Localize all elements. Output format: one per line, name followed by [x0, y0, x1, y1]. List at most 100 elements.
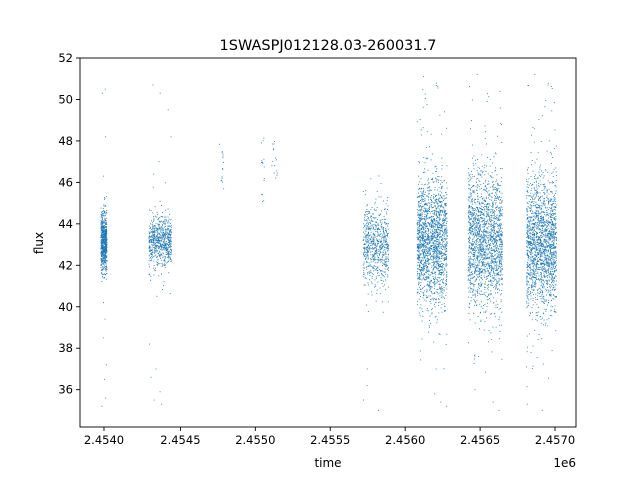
data-point: [420, 273, 422, 275]
data-point: [442, 231, 444, 233]
data-point: [425, 250, 427, 252]
data-point: [440, 224, 442, 225]
data-point: [444, 264, 446, 266]
data-point: [156, 246, 158, 248]
data-point: [486, 204, 488, 206]
data-point: [367, 282, 369, 284]
data-point: [445, 205, 447, 207]
data-point: [104, 247, 106, 249]
data-point: [485, 258, 487, 260]
data-point: [484, 222, 486, 224]
data-point: [424, 239, 426, 241]
data-point: [428, 278, 430, 280]
data-point: [472, 253, 474, 255]
data-point: [489, 199, 491, 201]
data-point: [162, 263, 164, 265]
data-point: [441, 239, 443, 241]
data-point: [375, 243, 376, 245]
data-point: [443, 260, 445, 261]
data-point: [420, 215, 422, 216]
data-point: [474, 273, 476, 275]
data-point: [160, 249, 162, 250]
data-point: [439, 241, 441, 243]
data-point: [433, 299, 435, 301]
data-point: [472, 265, 474, 267]
data-point: [377, 228, 379, 230]
data-point: [381, 238, 382, 240]
data-point: [159, 92, 161, 94]
data-point: [418, 220, 420, 222]
data-point: [446, 226, 448, 228]
data-point: [432, 247, 434, 249]
data-point: [473, 249, 475, 251]
data-point: [160, 247, 162, 249]
data-point: [427, 179, 429, 181]
data-point: [160, 241, 162, 243]
data-point: [468, 196, 470, 197]
data-point: [427, 186, 429, 188]
data-point: [489, 216, 491, 218]
data-point: [156, 264, 158, 266]
data-point: [149, 250, 151, 251]
data-point: [436, 232, 438, 234]
data-point: [370, 258, 372, 259]
data-point: [426, 265, 428, 267]
data-point: [439, 205, 441, 207]
data-point: [490, 239, 492, 240]
data-point: [417, 248, 419, 250]
data-point: [427, 269, 429, 271]
data-point: [493, 240, 495, 242]
data-point: [425, 297, 427, 299]
data-point: [170, 232, 172, 234]
data-point: [440, 206, 442, 208]
data-point: [441, 201, 443, 203]
data-point: [425, 269, 427, 271]
data-point: [469, 231, 471, 233]
data-point: [370, 216, 371, 218]
data-point: [430, 279, 432, 281]
data-point: [424, 208, 426, 210]
data-point: [165, 209, 167, 211]
data-point: [487, 209, 489, 210]
data-point: [429, 289, 431, 291]
data-point: [417, 196, 419, 198]
data-point: [482, 269, 484, 271]
data-point: [471, 212, 473, 214]
data-point: [468, 215, 469, 217]
data-point: [488, 239, 490, 241]
data-point: [364, 215, 366, 217]
data-point: [368, 210, 370, 212]
data-point: [439, 217, 441, 219]
data-point: [418, 202, 420, 204]
data-point: [443, 214, 445, 216]
data-point: [467, 287, 469, 289]
data-point: [446, 288, 448, 290]
data-point: [105, 224, 107, 225]
data-point: [418, 201, 420, 203]
data-point: [104, 258, 106, 260]
data-point: [101, 217, 103, 219]
data-point: [366, 226, 368, 228]
data-point: [377, 259, 379, 260]
data-point: [104, 274, 106, 276]
data-point: [364, 229, 366, 231]
data-point: [431, 205, 432, 207]
data-point: [426, 217, 428, 219]
data-point: [488, 266, 490, 268]
data-point: [443, 236, 445, 238]
data-point: [375, 198, 377, 200]
data-point: [152, 186, 154, 188]
data-point: [424, 257, 425, 259]
data-point: [159, 255, 161, 257]
data-point: [428, 178, 429, 180]
data-point: [484, 199, 486, 201]
data-point: [376, 222, 378, 224]
data-point: [497, 289, 498, 290]
data-point: [433, 257, 435, 259]
data-point: [476, 257, 478, 259]
data-point: [493, 184, 495, 185]
data-point: [431, 273, 433, 275]
data-point: [479, 256, 481, 258]
data-point: [167, 261, 169, 263]
data-point: [424, 239, 426, 241]
